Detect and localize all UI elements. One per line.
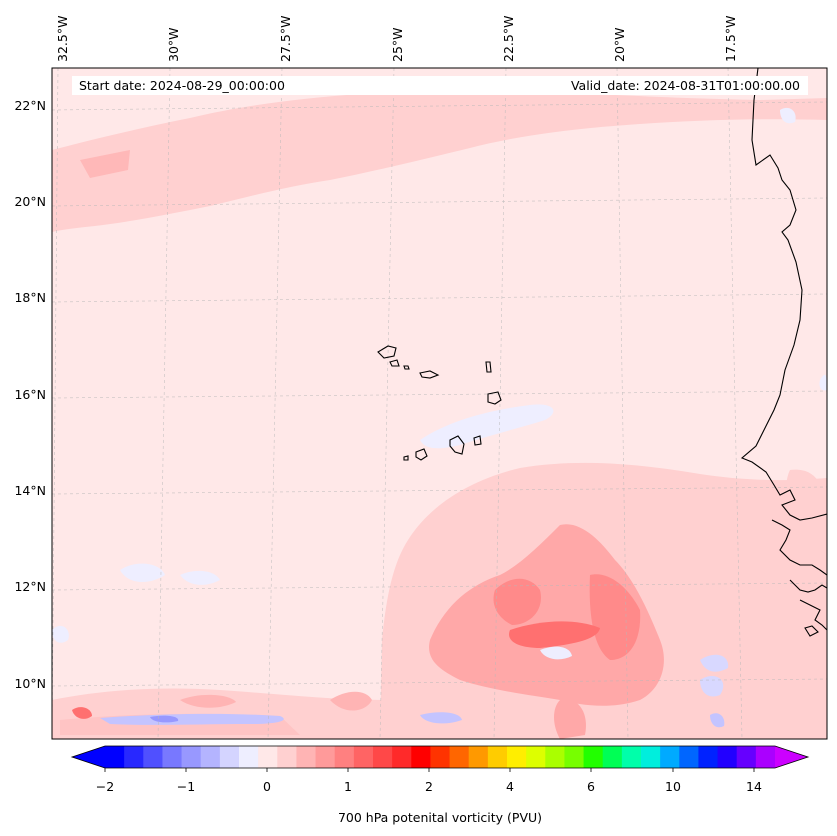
cb-tick-label: 2: [425, 779, 433, 794]
lon-label: 30°W: [166, 27, 181, 62]
colorbar-swatch: [411, 746, 431, 768]
colorbar-swatch: [200, 746, 221, 768]
lon-label: 17.5°W: [723, 16, 738, 62]
colorbar-swatch: [392, 746, 412, 768]
colorbar-swatch: [641, 746, 661, 768]
colorbar-swatch: [487, 746, 508, 768]
lat-label: 20°N: [14, 194, 46, 209]
colorbar-swatch: [219, 746, 240, 768]
colorbar-swatch: [315, 746, 336, 768]
colorbar-swatch: [717, 746, 738, 768]
lon-label: 20°W: [612, 27, 627, 62]
colorbar-swatch: [449, 746, 470, 768]
colorbar-swatch: [698, 746, 719, 768]
header-background: [72, 76, 808, 95]
colorbar-swatch: [296, 746, 317, 768]
lat-label: 16°N: [14, 387, 46, 402]
colorbar-swatch: [143, 746, 163, 768]
colorbar-swatch: [526, 746, 546, 768]
cb-tick-label: 10: [665, 779, 681, 794]
longitude-labels: 32.5°W 30°W 27.5°W 25°W 22.5°W 20°W 17.5…: [55, 16, 738, 62]
coastlines: [740, 68, 827, 637]
colorbar: −2 −1 0 1 2 4 6 10 14 700 hPa potenital …: [70, 745, 810, 825]
lat-label: 18°N: [14, 290, 46, 305]
colorbar-swatch: [507, 746, 527, 768]
colorbar-swatch: [162, 746, 183, 768]
colorbar-swatch: [124, 746, 144, 768]
colorbar-swatch: [583, 746, 604, 768]
colorbar-swatch: [258, 746, 278, 768]
colorbar-swatches: [105, 746, 776, 768]
lon-label: 25°W: [390, 27, 405, 62]
cb-tick-label: −1: [177, 779, 195, 794]
colorbar-swatch: [430, 746, 451, 768]
colorbar-swatch: [660, 746, 680, 768]
colorbar-swatch: [239, 746, 259, 768]
lon-label: 32.5°W: [55, 16, 70, 62]
cb-tick-label: 6: [587, 779, 595, 794]
cb-tick-label: 1: [344, 779, 352, 794]
colorbar-swatch: [353, 746, 374, 768]
colorbar-swatch: [679, 746, 699, 768]
lon-label: 27.5°W: [278, 16, 293, 62]
colorbar-swatch: [468, 746, 489, 768]
valid-date-text: Valid_date: 2024-08-31T01:00:00.00: [571, 78, 800, 93]
start-date-text: Start date: 2024-08-29_00:00:00: [79, 78, 285, 93]
lat-label: 22°N: [14, 98, 46, 113]
map-frame: [51, 67, 828, 740]
lat-label: 10°N: [14, 676, 46, 691]
colorbar-swatch: [277, 746, 297, 768]
gridlines: [52, 68, 827, 739]
latitude-labels: 22°N 20°N 18°N 16°N 14°N 12°N 10°N: [14, 98, 46, 691]
colorbar-swatch: [736, 746, 757, 768]
pv-contour-field: [52, 92, 827, 739]
lat-label: 12°N: [14, 579, 46, 594]
cb-tick-label: 4: [506, 779, 514, 794]
colorbar-swatch: [755, 746, 776, 768]
map-panel[interactable]: [52, 68, 827, 739]
colorbar-tick-labels: −2 −1 0 1 2 4 6 10 14: [96, 779, 762, 794]
colorbar-under-arrow: [72, 746, 105, 768]
colorbar-swatch: [181, 746, 202, 768]
colorbar-swatch: [621, 746, 642, 768]
lat-label: 14°N: [14, 483, 46, 498]
colorbar-swatch: [334, 746, 355, 768]
cb-tick-label: 14: [746, 779, 762, 794]
colorbar-swatch: [545, 746, 565, 768]
colorbar-ticks: [104, 768, 755, 772]
cb-tick-label: −2: [96, 779, 114, 794]
colorbar-title: 700 hPa potenital vorticity (PVU): [338, 810, 542, 825]
colorbar-swatch: [373, 746, 393, 768]
colorbar-swatch: [105, 746, 125, 768]
colorbar-swatch: [564, 746, 585, 768]
colorbar-over-arrow: [775, 746, 808, 768]
lon-label: 22.5°W: [501, 16, 516, 62]
cb-tick-label: 0: [263, 779, 271, 794]
cape-verde-islands: [377, 345, 502, 461]
colorbar-swatch: [602, 746, 623, 768]
